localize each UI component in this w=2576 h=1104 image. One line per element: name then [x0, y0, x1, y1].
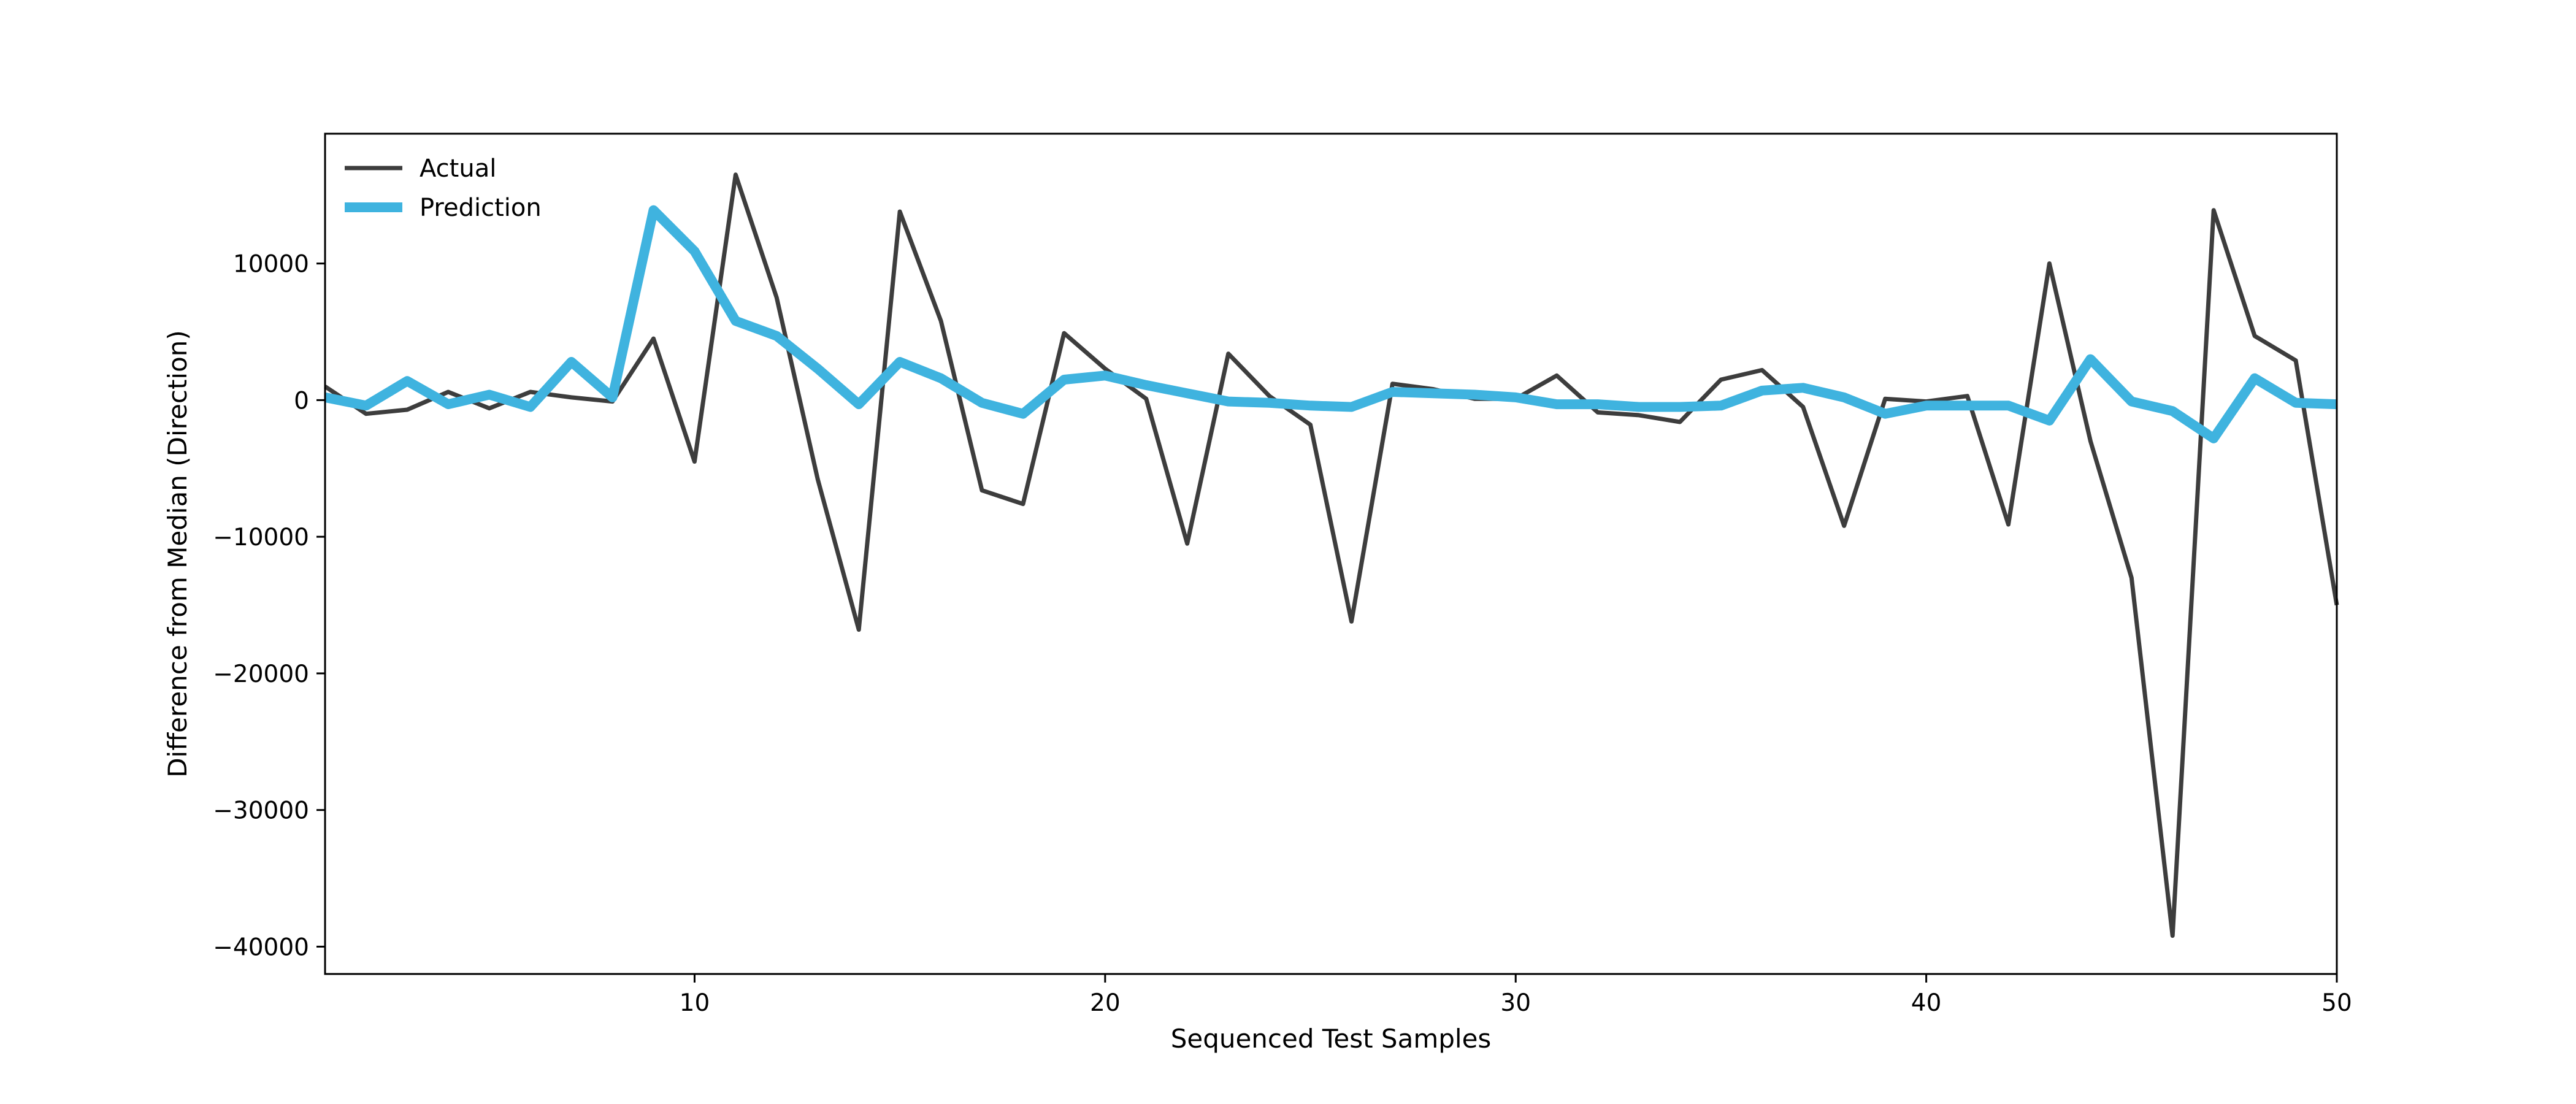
y-axis-title: Difference from Median (Direction) — [163, 330, 193, 778]
y-tick-label: −40000 — [213, 933, 309, 961]
y-tick-label: −10000 — [213, 524, 309, 551]
plot-area-frame — [324, 132, 2338, 975]
x-tick-label: 40 — [1911, 989, 1942, 1017]
x-axis: 10 20 30 40 50 — [680, 974, 2352, 1017]
x-tick-label: 50 — [2321, 989, 2352, 1017]
x-tick-label: 20 — [1090, 989, 1121, 1017]
y-tick-label: −30000 — [213, 797, 309, 825]
y-tick-label: −20000 — [213, 661, 309, 688]
series-line-prediction — [324, 205, 2337, 443]
series-line-actual — [324, 172, 2339, 938]
legend: Actual Prediction — [345, 155, 542, 222]
x-tick-label: 30 — [1500, 989, 1531, 1017]
legend-label-actual: Actual — [420, 155, 496, 183]
y-tick-label: 10000 — [233, 251, 309, 278]
y-axis: −40000 −30000 −20000 −10000 0 10000 — [213, 251, 325, 961]
legend-label-prediction: Prediction — [420, 194, 542, 222]
x-axis-title: Sequenced Test Samples — [1171, 1024, 1492, 1054]
x-tick-label: 10 — [680, 989, 710, 1017]
series-layer — [324, 172, 2339, 938]
y-tick-label: 0 — [294, 387, 309, 415]
